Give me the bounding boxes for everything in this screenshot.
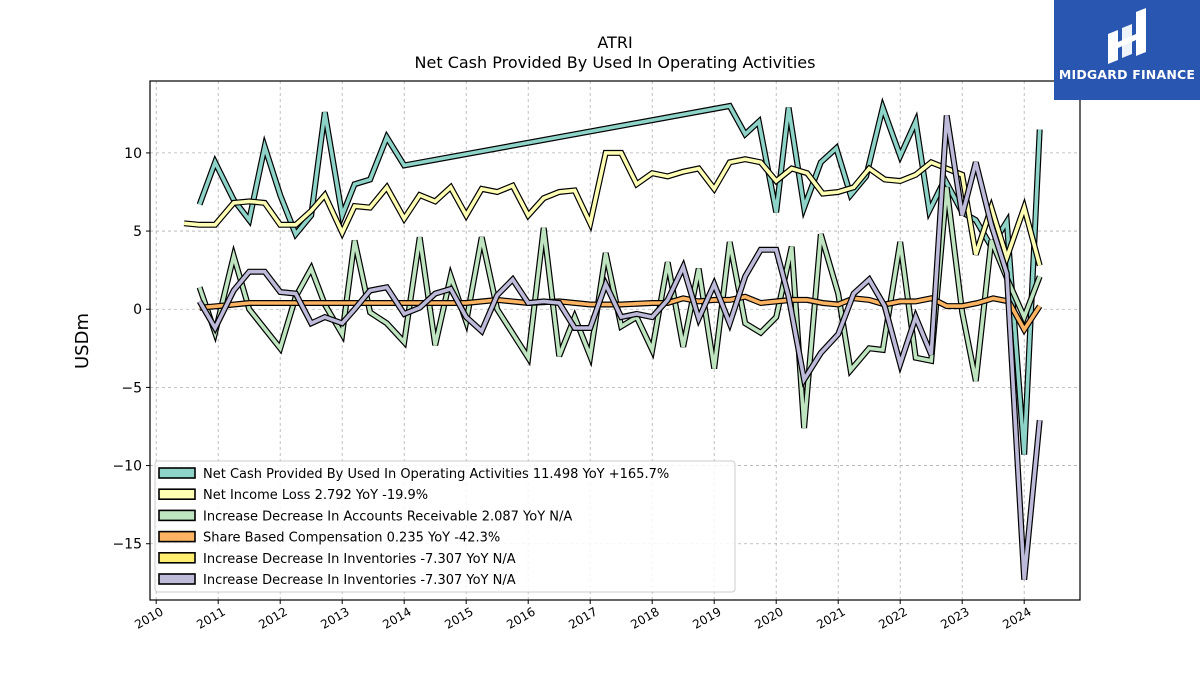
- midgard-logo-icon: [1108, 8, 1146, 64]
- y-tick-label: −15: [112, 537, 142, 553]
- series-line-outline: [196, 97, 1043, 455]
- legend-entry: Increase Decrease In Inventories -7.307 …: [203, 573, 516, 588]
- x-tick-label: 2022: [876, 604, 909, 631]
- x-tick-label: 2020: [752, 604, 785, 631]
- brand-name: MIDGARD FINANCE: [1058, 67, 1196, 82]
- legend-swatch: [158, 551, 196, 564]
- plot-area-frame: [149, 80, 1081, 601]
- legend: Net Cash Provided By Used In Operating A…: [154, 460, 736, 593]
- x-tick-label: 2013: [318, 604, 351, 631]
- y-tick-label: −10: [112, 459, 142, 475]
- x-tick-label: 2015: [442, 604, 475, 631]
- series-line: [197, 101, 1042, 455]
- series-lines: [183, 97, 1043, 580]
- chart-subtitle: Net Cash Provided By Used In Operating A…: [415, 53, 816, 72]
- x-tick-label: 2023: [938, 604, 971, 631]
- x-tick-label: 2018: [628, 604, 661, 631]
- legend-swatch: [158, 573, 196, 585]
- legend-swatch: [158, 509, 196, 522]
- series-line: [197, 187, 1042, 429]
- x-tick-label: 2010: [132, 604, 165, 631]
- x-tick-label: 2024: [1000, 604, 1033, 631]
- x-tick-label: 2014: [380, 604, 413, 631]
- legend-swatch: [158, 488, 196, 501]
- x-tick-label: 2017: [566, 604, 599, 631]
- grid: [150, 81, 1080, 600]
- legend-swatch: [158, 530, 196, 543]
- legend-entry: Net Income Loss 2.792 YoY -19.9%: [203, 488, 428, 503]
- y-tick-label: 10: [124, 146, 142, 162]
- legend-entry: Net Cash Provided By Used In Operating A…: [203, 467, 669, 482]
- legend-swatch: [158, 467, 196, 479]
- legend-entry: Increase Decrease In Inventories -7.307 …: [203, 552, 516, 567]
- legend-box: [154, 460, 736, 593]
- y-axis-label: USDm: [72, 313, 93, 369]
- y-tick-label: 5: [133, 224, 142, 240]
- chart-title: ATRI: [597, 33, 632, 52]
- x-tick-label: 2012: [256, 604, 289, 631]
- y-tick-label: 0: [133, 302, 142, 318]
- brand-logo: MIDGARD FINANCE: [1054, 0, 1200, 100]
- y-tick-label: −5: [121, 380, 142, 396]
- x-tick-label: 2019: [690, 604, 723, 631]
- series-line: [183, 151, 1042, 266]
- x-tick-label: 2021: [814, 604, 847, 631]
- legend-entry: Share Based Compensation 0.235 YoY -42.3…: [203, 531, 500, 546]
- series-line: [198, 115, 1042, 580]
- x-tick-label: 2011: [194, 604, 227, 631]
- x-tick-label: 2016: [504, 604, 537, 631]
- legend-entry: Increase Decrease In Accounts Receivable…: [203, 509, 572, 524]
